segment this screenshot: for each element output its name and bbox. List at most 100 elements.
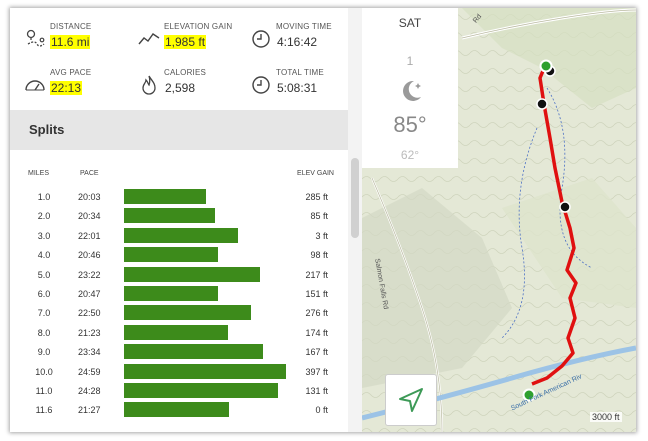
elevation-stat: ELEVATION GAIN 1,985 ft [138, 22, 248, 58]
splits-title: Splits [29, 122, 65, 137]
split-mile: 11.6 [35, 405, 53, 416]
splits-header: Splits [10, 110, 348, 150]
split-pace: 22:50 [78, 308, 101, 319]
weather-number: 1 [406, 54, 414, 68]
activity-stats: DISTANCE 11.6 mi ELEVATION GAIN 1,985 ft… [10, 8, 350, 108]
mile-marker[interactable] [559, 201, 571, 213]
split-elev-gain: 0 ft [315, 405, 328, 416]
split-pace-bar [124, 227, 239, 243]
split-pace: 24:59 [78, 366, 101, 377]
split-pace-bar [124, 402, 229, 418]
split-mile: 10.0 [35, 366, 53, 377]
split-elev-gain: 217 ft [305, 269, 328, 280]
distance-stat: DISTANCE 11.6 mi [24, 22, 124, 58]
elevation-label: ELEVATION GAIN [164, 22, 233, 31]
split-row: 3.0 22:01 3 ft [10, 227, 348, 246]
start-marker[interactable] [539, 59, 553, 73]
split-elev-gain: 85 ft [310, 211, 328, 222]
mile-marker[interactable] [536, 98, 548, 110]
split-elev-gain: 151 ft [305, 289, 328, 299]
split-pace-bar [124, 363, 287, 379]
locate-button[interactable] [385, 374, 437, 426]
split-pace: 24:28 [78, 386, 101, 396]
split-pace-bar [124, 266, 261, 282]
distance-label: DISTANCE [50, 22, 92, 31]
splits-scrollbar[interactable] [348, 8, 362, 432]
split-mile: 4.0 [37, 250, 51, 261]
split-row: 6.0 20:47 151 ft [10, 285, 348, 304]
split-pace-bar [124, 344, 264, 360]
split-row: 2.0 20:34 85 ft [10, 207, 348, 226]
split-mile: 1.0 [37, 192, 51, 202]
calories-label: CALORIES [164, 68, 207, 77]
weather-card: SAT 1 85° 62° [362, 8, 458, 168]
split-elev-gain: 167 ft [305, 347, 328, 358]
split-row: 7.0 22:50 276 ft [10, 304, 348, 323]
total-time-value: 5:08:31 [277, 81, 318, 95]
elevation-value: 1,985 ft [164, 35, 207, 49]
scrollbar-thumb[interactable] [351, 158, 359, 238]
split-row: 4.0 20:46 98 ft [10, 246, 348, 265]
split-pace-bar [124, 324, 228, 340]
activity-window: DISTANCE 11.6 mi ELEVATION GAIN 1,985 ft… [10, 8, 636, 432]
split-mile: 6.0 [37, 289, 51, 299]
split-pace: 22:01 [78, 230, 101, 241]
split-mile: 2.0 [37, 211, 51, 222]
moving-time-stat: MOVING TIME 4:16:42 [250, 22, 350, 58]
total-time-stat: TOTAL TIME 5:08:31 [250, 68, 350, 104]
avg-pace-stat: AVG PACE 22:13 [24, 68, 124, 104]
split-pace-bar [124, 189, 207, 204]
weather-low: 62° [400, 148, 420, 162]
split-pace-bar [124, 208, 215, 224]
speedometer-icon [25, 80, 45, 91]
elev-gain-column-header: ELEV GAIN [297, 170, 334, 177]
map-scale: 3000 ft [590, 412, 622, 422]
split-elev-gain: 397 ft [305, 366, 328, 377]
split-pace-bar [124, 305, 252, 321]
flame-icon [142, 75, 156, 95]
split-row: 11.6 21:27 0 ft [10, 401, 348, 420]
split-row: 1.0 20:03 285 ft [10, 188, 348, 207]
pace-column-header: PACE [80, 170, 99, 177]
avg-pace-value: 22:13 [50, 81, 83, 95]
weather-high: 85° [393, 112, 427, 137]
split-mile: 7.0 [37, 308, 51, 319]
split-mile: 8.0 [37, 327, 51, 338]
split-pace: 21:27 [78, 405, 101, 416]
split-elev-gain: 131 ft [305, 386, 328, 396]
split-row: 10.0 24:59 397 ft [10, 363, 348, 382]
split-elev-gain: 285 ft [305, 192, 328, 202]
split-row: 9.0 23:34 167 ft [10, 343, 348, 362]
split-mile: 5.0 [37, 269, 51, 280]
split-pace: 20:46 [78, 250, 101, 261]
weather-day: SAT [398, 16, 422, 30]
calories-value: 2,598 [165, 81, 196, 95]
split-pace: 23:34 [78, 347, 101, 358]
split-mile: 9.0 [37, 347, 51, 358]
split-row: 5.0 23:22 217 ft [10, 266, 348, 285]
split-elev-gain: 98 ft [310, 250, 328, 261]
avg-pace-label: AVG PACE [50, 68, 92, 77]
split-pace-bar [124, 247, 218, 263]
moving-time-value: 4:16:42 [277, 35, 318, 49]
moon-icon [403, 80, 421, 101]
split-elev-gain: 276 ft [305, 308, 328, 319]
split-mile: 11.0 [35, 386, 53, 396]
route-pin-icon [26, 29, 45, 47]
clock-icon [252, 30, 270, 48]
distance-value: 11.6 mi [50, 35, 91, 49]
moving-time-label: MOVING TIME [276, 22, 332, 31]
elevation-chart-icon [138, 33, 160, 45]
total-time-label: TOTAL TIME [276, 68, 324, 77]
split-mile: 3.0 [37, 230, 51, 241]
split-pace: 20:03 [78, 192, 101, 202]
split-pace: 23:22 [78, 269, 101, 280]
trailhead-marker[interactable] [522, 388, 536, 402]
calories-stat: CALORIES 2,598 [138, 68, 248, 104]
split-pace: 20:34 [78, 211, 101, 222]
split-row: 11.0 24:28 131 ft [10, 382, 348, 401]
split-row: 8.0 21:23 174 ft [10, 324, 348, 343]
split-elev-gain: 174 ft [305, 327, 328, 338]
split-pace-bar [124, 286, 219, 301]
splits-table: MILES PACE ELEV GAIN 1.0 20:03 285 ft 2.0 20… [10, 150, 348, 432]
